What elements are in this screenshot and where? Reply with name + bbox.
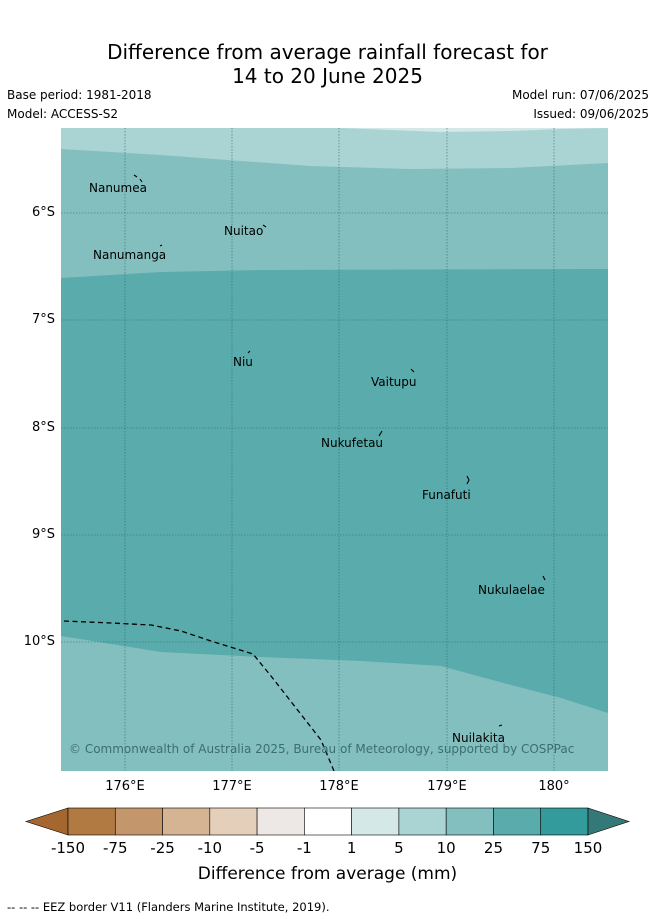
lat-label-10s: 10°S bbox=[23, 634, 55, 649]
model-run: Model run: 07/06/2025 bbox=[511, 88, 649, 102]
colorbar-tick-label: 25 bbox=[483, 839, 503, 857]
colorbar-tick-label: -1 bbox=[296, 839, 312, 857]
funafuti-outline bbox=[466, 475, 470, 485]
graticule bbox=[61, 128, 608, 771]
vaitupu-outline bbox=[410, 368, 415, 373]
base-period: Base period: 1981-2018 bbox=[7, 88, 152, 102]
colorbar-tick-label: 5 bbox=[394, 839, 404, 857]
colorbar-bin bbox=[493, 807, 542, 836]
island-outlines bbox=[133, 174, 546, 727]
island-label-niu: Niu bbox=[233, 355, 253, 369]
rainfall-map: Nanumea Nuitao Nanumanga Niu Vaitupu Nuk… bbox=[61, 128, 608, 771]
colorbar-bin bbox=[114, 807, 163, 836]
island-label-nukulaelae: Nukulaelae bbox=[478, 583, 545, 597]
colorbar-bins bbox=[25, 807, 630, 836]
nukufetau-outline bbox=[378, 430, 383, 437]
colorbar-tick-label: -75 bbox=[103, 839, 128, 857]
niu-outline bbox=[247, 350, 251, 354]
colorbar-extend-high bbox=[587, 807, 630, 836]
title-line-2: 14 to 20 June 2025 bbox=[232, 64, 423, 88]
issued-date: Issued: 09/06/2025 bbox=[533, 107, 649, 121]
title-line-1: Difference from average rainfall forecas… bbox=[107, 40, 548, 64]
nanumanga-outline bbox=[159, 244, 163, 247]
nuilakita-outline bbox=[498, 724, 503, 727]
island-label-funafuti: Funafuti bbox=[422, 488, 471, 502]
lon-label-177e: 177°E bbox=[212, 779, 252, 794]
colorbar-bin bbox=[209, 807, 258, 836]
band-25-to-75 bbox=[61, 269, 608, 713]
colorbar-bin bbox=[351, 807, 400, 836]
colorbar-tick-label: -25 bbox=[150, 839, 175, 857]
map-title: Difference from average rainfall forecas… bbox=[0, 40, 655, 88]
lon-label-179e: 179°E bbox=[427, 779, 467, 794]
eez-footnote: -- -- -- EEZ border V11 (Flanders Marine… bbox=[7, 900, 330, 914]
island-label-nanumanga: Nanumanga bbox=[93, 248, 167, 262]
model-name: Model: ACCESS-S2 bbox=[7, 107, 119, 121]
colorbar-bin bbox=[256, 807, 305, 836]
lon-label-176e: 176°E bbox=[105, 779, 145, 794]
colorbar-bin bbox=[445, 807, 494, 836]
island-label-nuilakita: Nuilakita bbox=[452, 731, 505, 745]
colorbar-bin bbox=[67, 807, 116, 836]
colorbar-extend-low bbox=[25, 807, 69, 836]
colorbar-tick-label: 75 bbox=[531, 839, 551, 857]
map-canvas bbox=[61, 128, 608, 771]
colorbar-tick-label: -10 bbox=[197, 839, 223, 857]
colorbar-title: Difference from average (mm) bbox=[197, 864, 458, 884]
colorbar-bin bbox=[304, 807, 352, 836]
lat-label-9s: 9°S bbox=[31, 527, 55, 542]
colorbar-tick-label: -150 bbox=[50, 839, 86, 857]
colorbar-bin bbox=[540, 807, 589, 836]
island-label-nanumea: Nanumea bbox=[89, 181, 147, 195]
lat-label-7s: 7°S bbox=[31, 312, 55, 327]
colorbar-bin bbox=[398, 807, 447, 836]
colorbar-bin bbox=[162, 807, 211, 836]
colorbar-tick-label: 1 bbox=[346, 839, 357, 857]
band-5-to-10 bbox=[61, 128, 608, 169]
lon-label-180: 180° bbox=[538, 779, 570, 794]
nukulaelae-outline bbox=[542, 575, 546, 581]
colorbar bbox=[25, 807, 630, 836]
lon-label-178e: 178°E bbox=[319, 779, 359, 794]
island-label-vaitupu: Vaitupu bbox=[371, 375, 417, 389]
nanumea-outline bbox=[133, 174, 143, 183]
copyright-notice: © Commonwealth of Australia 2025, Bureau… bbox=[69, 742, 575, 756]
lat-label-6s: 6°S bbox=[31, 205, 55, 220]
colorbar-tick-label: -5 bbox=[249, 839, 265, 857]
eez-border bbox=[63, 620, 335, 771]
colorbar-tick-label: 150 bbox=[573, 839, 603, 857]
island-label-nuitao: Nuitao bbox=[224, 224, 264, 238]
nuitao-outline bbox=[262, 224, 267, 228]
lat-label-8s: 8°S bbox=[31, 420, 55, 435]
band-1-to-5 bbox=[61, 128, 608, 132]
island-label-nukufetau: Nukufetau bbox=[321, 436, 384, 450]
colorbar-tick-label: 10 bbox=[436, 839, 456, 857]
